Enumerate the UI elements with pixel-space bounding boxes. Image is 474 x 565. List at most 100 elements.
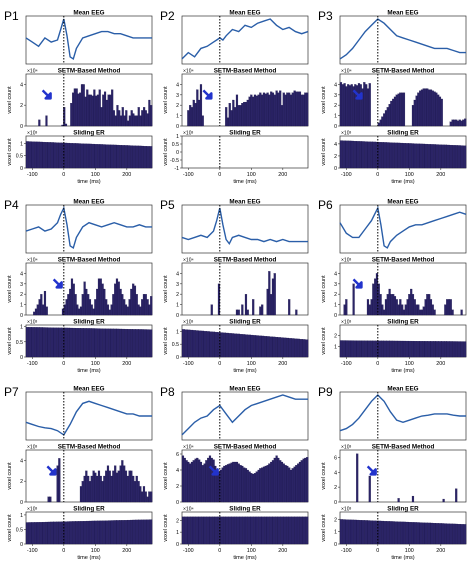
setm-bar [248,471,251,503]
er-bar [402,521,406,545]
setm-bar [128,115,131,127]
subplot-title: SETM-Based Method [372,68,435,75]
setm-bar [252,299,255,316]
setm-bar [92,470,95,503]
er-bar [220,516,224,545]
setm-bar [368,83,371,127]
setm-bar [266,92,269,127]
y-tick-label: 0 [334,313,337,319]
er-bar [233,516,237,545]
er-bar [36,141,40,169]
y-axis-label: voxel count [163,327,169,355]
setm-bar [261,94,264,127]
er-bar [222,516,227,545]
y-tick-label: 0.5 [172,142,179,148]
er-bar [34,522,38,545]
er-bar [391,142,395,169]
er-bar [220,332,224,358]
er-bar [370,520,374,545]
x-tick-label: 200 [122,361,131,367]
setm-bar [67,294,70,316]
x-tick-label: 0 [376,172,379,178]
er-bar [370,141,374,169]
er-bar [80,521,84,545]
setm-bar [146,113,149,127]
er-bar [206,516,210,545]
setm-bar [250,94,253,127]
panel-p4: P4 Mean EEG SETM-Based Method ×10⁴ 0 1 2 3 4 voxe… [4,198,153,374]
setm-bar [235,309,239,316]
er-bar [75,521,79,545]
axis-exponent: ×10³ [27,131,37,137]
setm-bar [431,304,434,316]
setm-bar [148,304,151,316]
er-bar [239,516,243,545]
y-tick-label: 1 [334,303,337,309]
er-bar [66,521,71,545]
er-bar [383,521,387,545]
setm-bar [262,92,266,127]
er-bar [105,144,109,169]
setm-bar [235,94,239,127]
er-bar [269,336,273,358]
setm-bar [386,294,389,316]
setm-bar [388,288,391,316]
er-bar [97,328,101,358]
setm-bar [243,101,246,127]
y-axis-label: voxel count [321,86,327,114]
er-bar [452,523,456,545]
setm-bar [65,299,68,316]
er-bar [402,340,406,358]
setm-bar [280,461,284,503]
setm-bar [255,471,258,503]
er-bar [94,520,98,545]
er-bar [296,516,300,545]
er-bar [47,521,51,545]
er-bar [102,520,106,545]
panel-p6: P6 Mean EEG SETM-Based Method ×10³ 0 1 2 3 4 voxe… [318,198,467,374]
er-bar [45,142,49,169]
setm-bar [33,311,36,316]
x-tick-label: 0 [218,548,221,554]
er-bar [28,327,32,358]
er-bar [266,336,270,358]
setm-bar [125,110,128,127]
setm-bar [304,457,307,503]
subplot-title: Sliding ER [387,130,419,137]
eeg-plot: Mean EEG [25,386,153,441]
y-tick-label: 2 [334,485,337,491]
er-bar [45,327,49,358]
setm-bar [142,486,146,503]
setm-bar [203,463,206,503]
er-bar [367,340,371,358]
setm-bar [246,469,249,503]
setm-bar [230,110,233,127]
setm-bar [38,119,41,127]
setm-bar [291,92,294,127]
setm-bar [111,89,114,127]
setm-bar [135,475,138,503]
setm-bar [123,465,126,503]
er-bar [72,327,76,358]
er-bar [361,141,365,169]
setm-bar [133,285,137,316]
setm-bar [390,294,393,316]
plot-frame [25,204,153,254]
setm-bar [232,461,235,503]
setm-bar [273,94,276,127]
setm-bar [235,461,239,503]
setm-bar [75,88,78,127]
setm-bar [352,283,355,316]
er-bar [105,520,109,545]
subplot-title: Mean EEG [73,386,104,393]
setm-bar [455,488,458,503]
er-bar [72,521,76,545]
er-bar [113,520,117,545]
er-bar [214,331,218,358]
subplot-title: SETM-Based Method [214,444,277,451]
er-bar [113,328,117,358]
panel-p2: P2 Mean EEG SETM-Based Method ×10⁴ 0 1 2 3 4 voxe… [160,9,309,185]
setm-bar [146,496,149,503]
er-bar [149,146,153,169]
panel-label: P4 [4,198,19,212]
